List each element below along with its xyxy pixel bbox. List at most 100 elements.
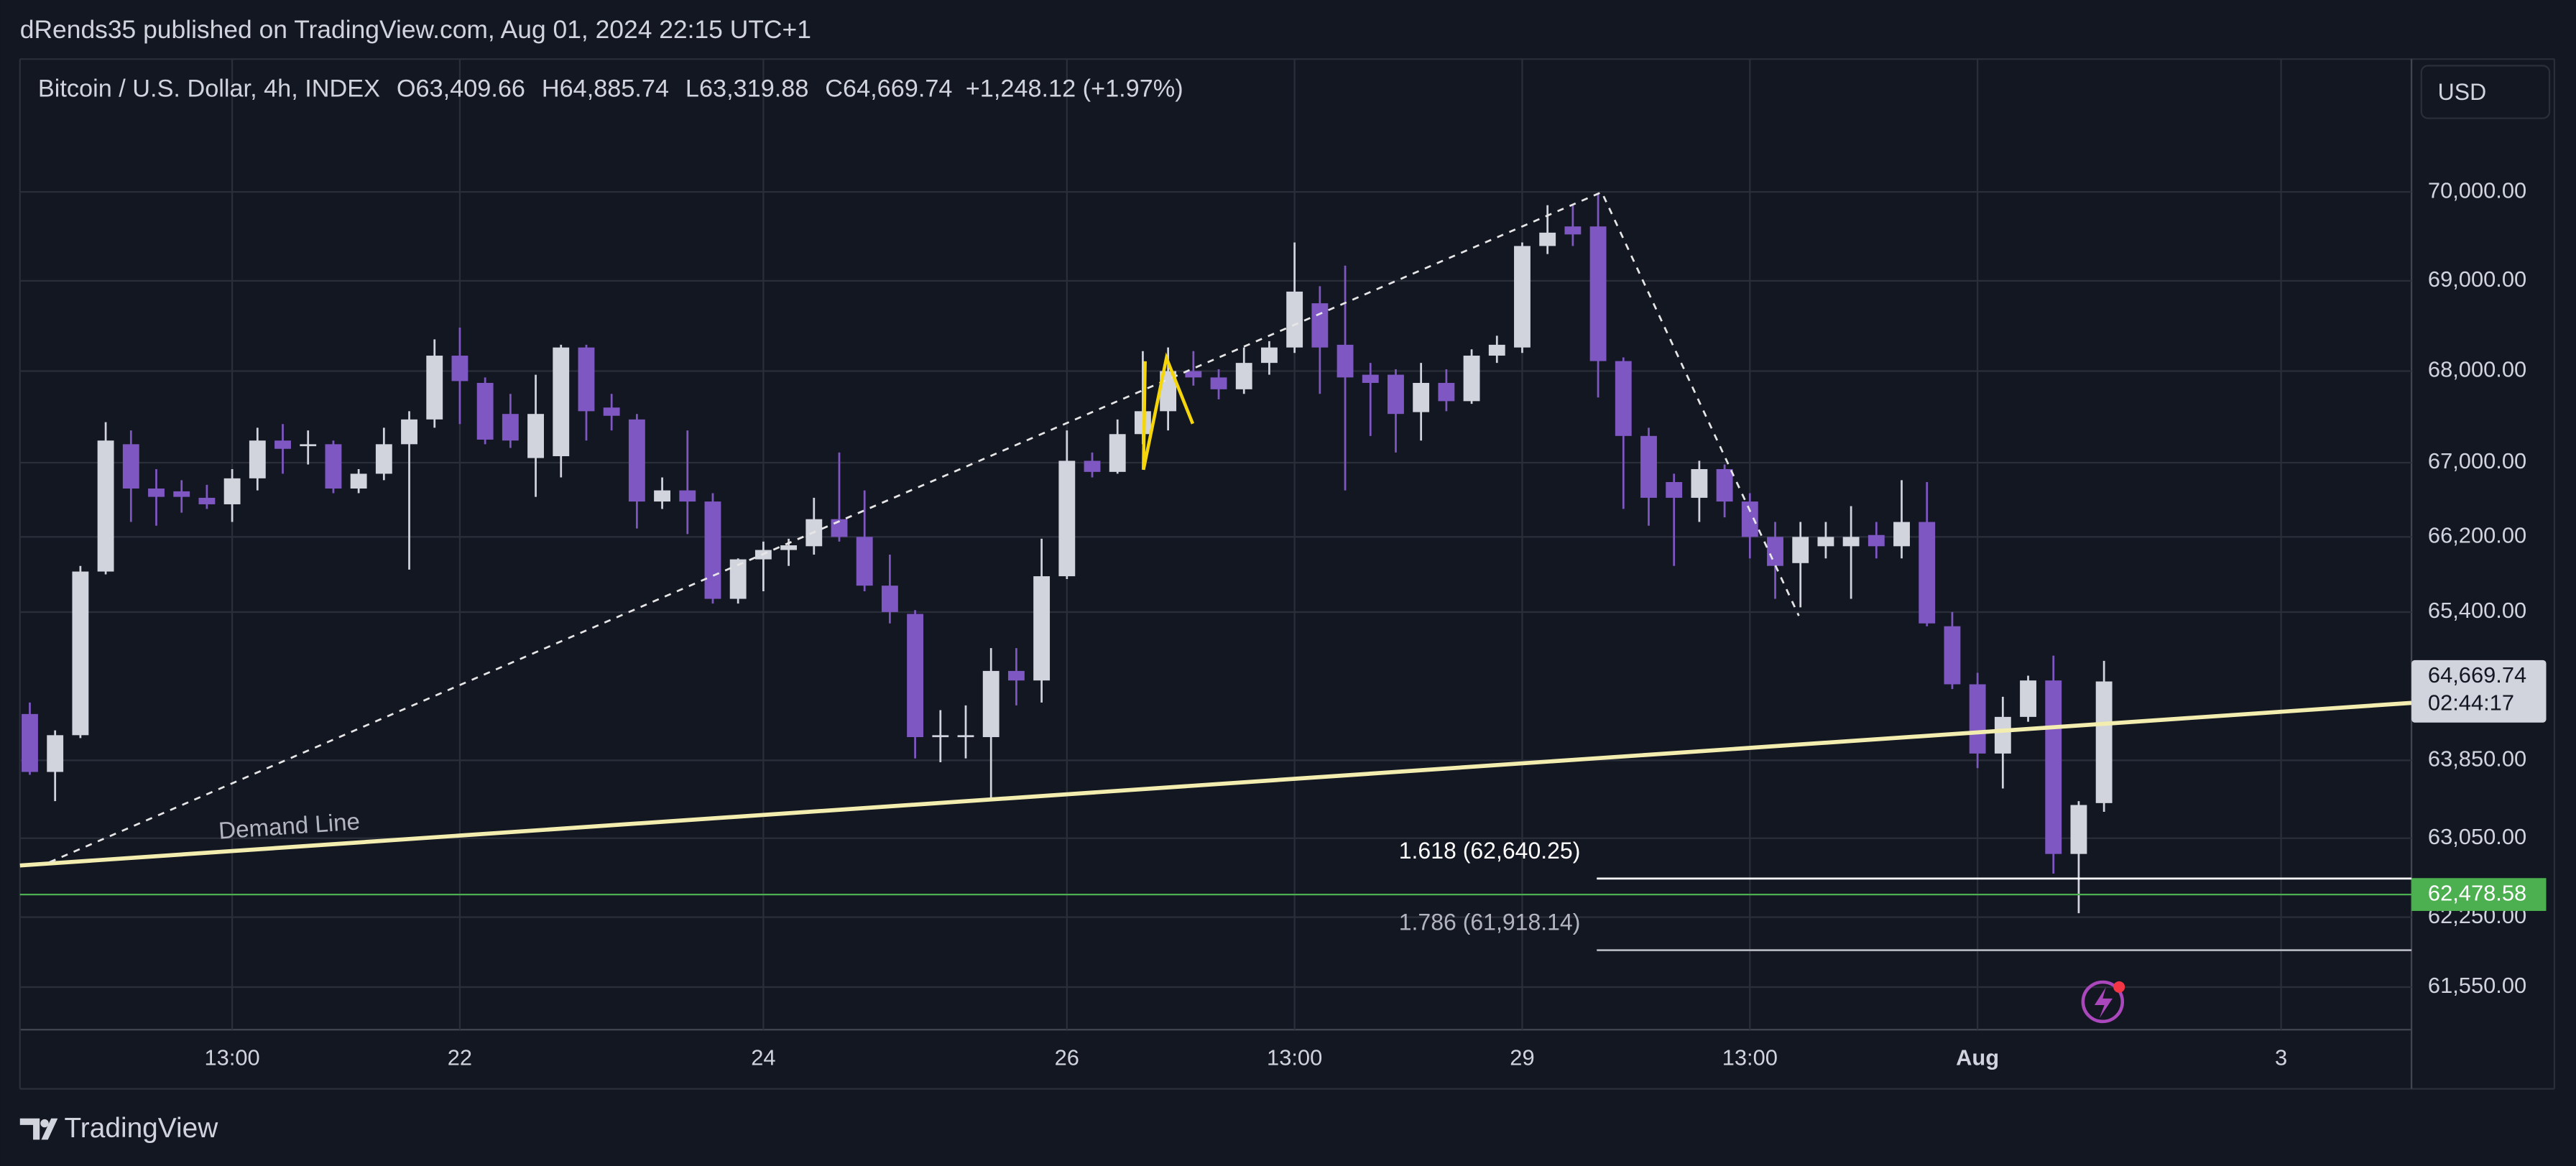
y-tick-label: 67,000.00 <box>2428 448 2526 473</box>
currency-label: USD <box>2438 79 2487 105</box>
demand-line <box>19 700 2412 868</box>
candle-body <box>1514 246 1531 348</box>
x-tick-label: Aug <box>1956 1045 1999 1070</box>
y-tick-label: 66,200.00 <box>2428 522 2526 547</box>
x-tick-label: 26 <box>1055 1045 1079 1070</box>
ohlc-value: 63,409.66 <box>416 75 525 103</box>
candle-body <box>527 414 544 458</box>
x-tick-label: 22 <box>448 1045 472 1070</box>
candle-body <box>1210 377 1227 389</box>
candle-body <box>1893 522 1910 547</box>
y-tick-label: 63,050.00 <box>2428 824 2526 849</box>
candle-body <box>704 501 721 599</box>
candle-body <box>1741 501 1758 537</box>
candle-body <box>856 537 873 586</box>
publisher: dRends35 published on TradingView.com, A… <box>20 15 811 44</box>
candle-body <box>1539 232 1556 246</box>
candle-body <box>1564 226 1582 235</box>
ohlc-key: O <box>397 75 416 103</box>
candle-body <box>173 491 190 497</box>
candle-body <box>1261 347 1278 364</box>
candle-body <box>1311 303 1329 348</box>
candles <box>22 193 2113 914</box>
ohlc-key: H <box>542 75 560 103</box>
candle-body <box>1033 576 1051 681</box>
candle-body <box>1388 374 1404 415</box>
candle-body <box>426 356 443 420</box>
candle-body <box>2095 681 2113 803</box>
y-tick-label: 61,550.00 <box>2428 973 2526 998</box>
alert-icon[interactable] <box>2081 980 2125 1024</box>
brand-logo <box>19 1118 58 1140</box>
candle-body <box>325 444 342 489</box>
brand: TradingView <box>64 1113 218 1144</box>
candle-body <box>97 440 114 572</box>
currency-button[interactable] <box>2420 65 2551 119</box>
candle-body <box>1058 461 1076 577</box>
x-tick-label: 13:00 <box>1722 1045 1778 1070</box>
price-line-tag <box>2411 878 2547 911</box>
last-price-tag <box>2411 660 2547 723</box>
fib-label: 1.786 (61,918.14) <box>1399 910 1581 935</box>
candle-body <box>907 614 924 738</box>
candle-body <box>679 490 696 502</box>
candle-body <box>729 559 747 599</box>
alert-bolt <box>2094 986 2113 1019</box>
candle-body <box>1868 535 1885 547</box>
x-tick-label: 13:00 <box>1267 1045 1322 1070</box>
candle-body <box>1716 468 1733 502</box>
candle-body <box>628 419 645 502</box>
candle-body <box>1666 481 1683 498</box>
candle-body <box>1488 344 1505 356</box>
change: +1,248.12 (+1.97%) <box>966 75 1183 103</box>
x-tick-label: 13:00 <box>205 1045 260 1070</box>
candle-body <box>654 490 670 502</box>
candle-body <box>72 571 89 736</box>
candle-body <box>1362 374 1379 383</box>
fib-label: 1.618 (62,640.25) <box>1399 838 1581 864</box>
candle-body <box>2045 680 2062 854</box>
x-tick-label: 3 <box>2275 1045 2287 1070</box>
last-price-label: 64,669.74 <box>2428 662 2526 688</box>
candle-body <box>1994 716 2011 754</box>
candle-body <box>881 586 898 612</box>
candle-body <box>1792 537 1809 563</box>
candle-body <box>1944 626 1961 685</box>
candle-body <box>223 478 241 504</box>
alert-dot <box>2113 981 2125 993</box>
ohlc-key: C <box>825 75 843 103</box>
candle-body <box>932 735 949 738</box>
candle-body <box>122 444 139 489</box>
candle-body <box>1691 468 1708 498</box>
candle-body <box>1842 537 1860 547</box>
candle-body <box>1109 434 1126 472</box>
candle-body <box>1413 382 1430 412</box>
candle-body <box>350 473 367 489</box>
candle-body <box>476 382 494 440</box>
y-tick-label: 63,850.00 <box>2428 746 2526 771</box>
brand-logo <box>40 1119 49 1128</box>
y-tick-label: 70,000.00 <box>2428 177 2526 203</box>
y-tick-label: 65,400.00 <box>2428 598 2526 623</box>
x-tick-label: 29 <box>1510 1045 1534 1070</box>
candle-body <box>780 545 798 550</box>
countdown: 02:44:17 <box>2428 690 2514 716</box>
candle-body <box>1589 226 1607 361</box>
overlay: 70,000.00 69,000.00 68,000.00 67,000.00 66,2… <box>19 177 2547 1070</box>
candle-body <box>1463 356 1480 402</box>
symbol-legend: Bitcoin / U.S. Dollar, 4h, INDEX O63,409.… <box>38 75 1183 103</box>
candle-body <box>2020 680 2036 717</box>
candle-body <box>1185 371 1202 378</box>
candle-body <box>1438 382 1455 402</box>
candle-body <box>47 735 64 772</box>
candle-body <box>1919 522 1936 624</box>
ohlc-key: L <box>685 75 699 103</box>
candle-body <box>1969 684 1986 754</box>
candle-body <box>1337 344 1354 378</box>
candle-body <box>1286 291 1303 348</box>
candle-body <box>603 407 620 416</box>
candle-body <box>1817 537 1834 547</box>
